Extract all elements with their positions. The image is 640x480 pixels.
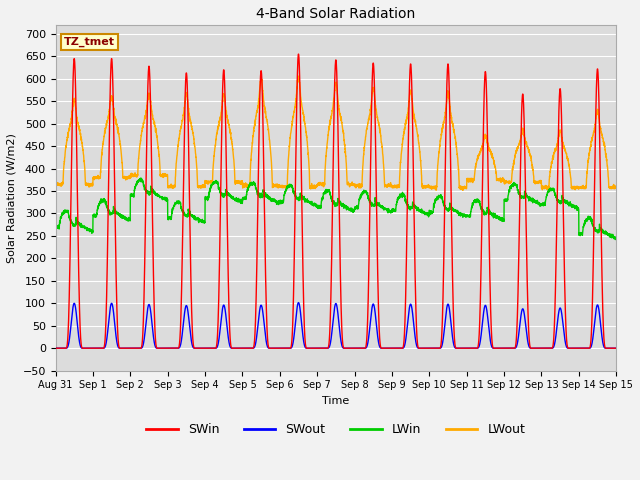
Text: TZ_tmet: TZ_tmet [64,37,115,47]
LWout [431,183,438,189]
LWin [612,235,620,241]
SWout [493,345,501,351]
SWout [431,345,438,351]
Y-axis label: Solar Radiation (W/m2): Solar Radiation (W/m2) [7,133,17,263]
SWin [52,345,60,351]
LWout [612,185,620,191]
LWout [462,184,470,190]
SWin [152,344,160,349]
SWout [52,345,60,351]
LWin [461,212,469,217]
LWout [152,130,160,136]
Line: SWin: SWin [56,54,616,348]
LWout [493,178,501,183]
SWin [612,345,620,351]
SWin [612,345,620,351]
Line: LWin: LWin [56,178,616,240]
SWout [316,345,323,351]
LWin [493,213,501,219]
LWin [152,192,160,197]
LWout [294,73,302,79]
LWin [612,234,620,240]
LWout [52,182,60,188]
LWout [459,188,467,193]
SWin [294,51,302,57]
LWout [316,181,323,187]
LWin [316,204,323,209]
Line: LWout: LWout [56,76,616,191]
Title: 4-Band Solar Radiation: 4-Band Solar Radiation [256,7,415,21]
Legend: SWin, SWout, LWin, LWout: SWin, SWout, LWin, LWout [141,419,530,442]
SWout [612,345,620,351]
LWout [612,184,620,190]
SWout [294,300,302,305]
SWout [152,345,160,351]
SWin [316,345,323,351]
X-axis label: Time: Time [322,396,349,406]
SWin [493,345,501,351]
SWout [612,345,620,351]
SWin [461,345,469,351]
LWin [137,175,145,181]
LWin [431,199,438,205]
LWin [52,223,60,228]
SWout [461,345,469,351]
LWin [611,237,619,242]
SWin [431,345,438,351]
Line: SWout: SWout [56,302,616,348]
